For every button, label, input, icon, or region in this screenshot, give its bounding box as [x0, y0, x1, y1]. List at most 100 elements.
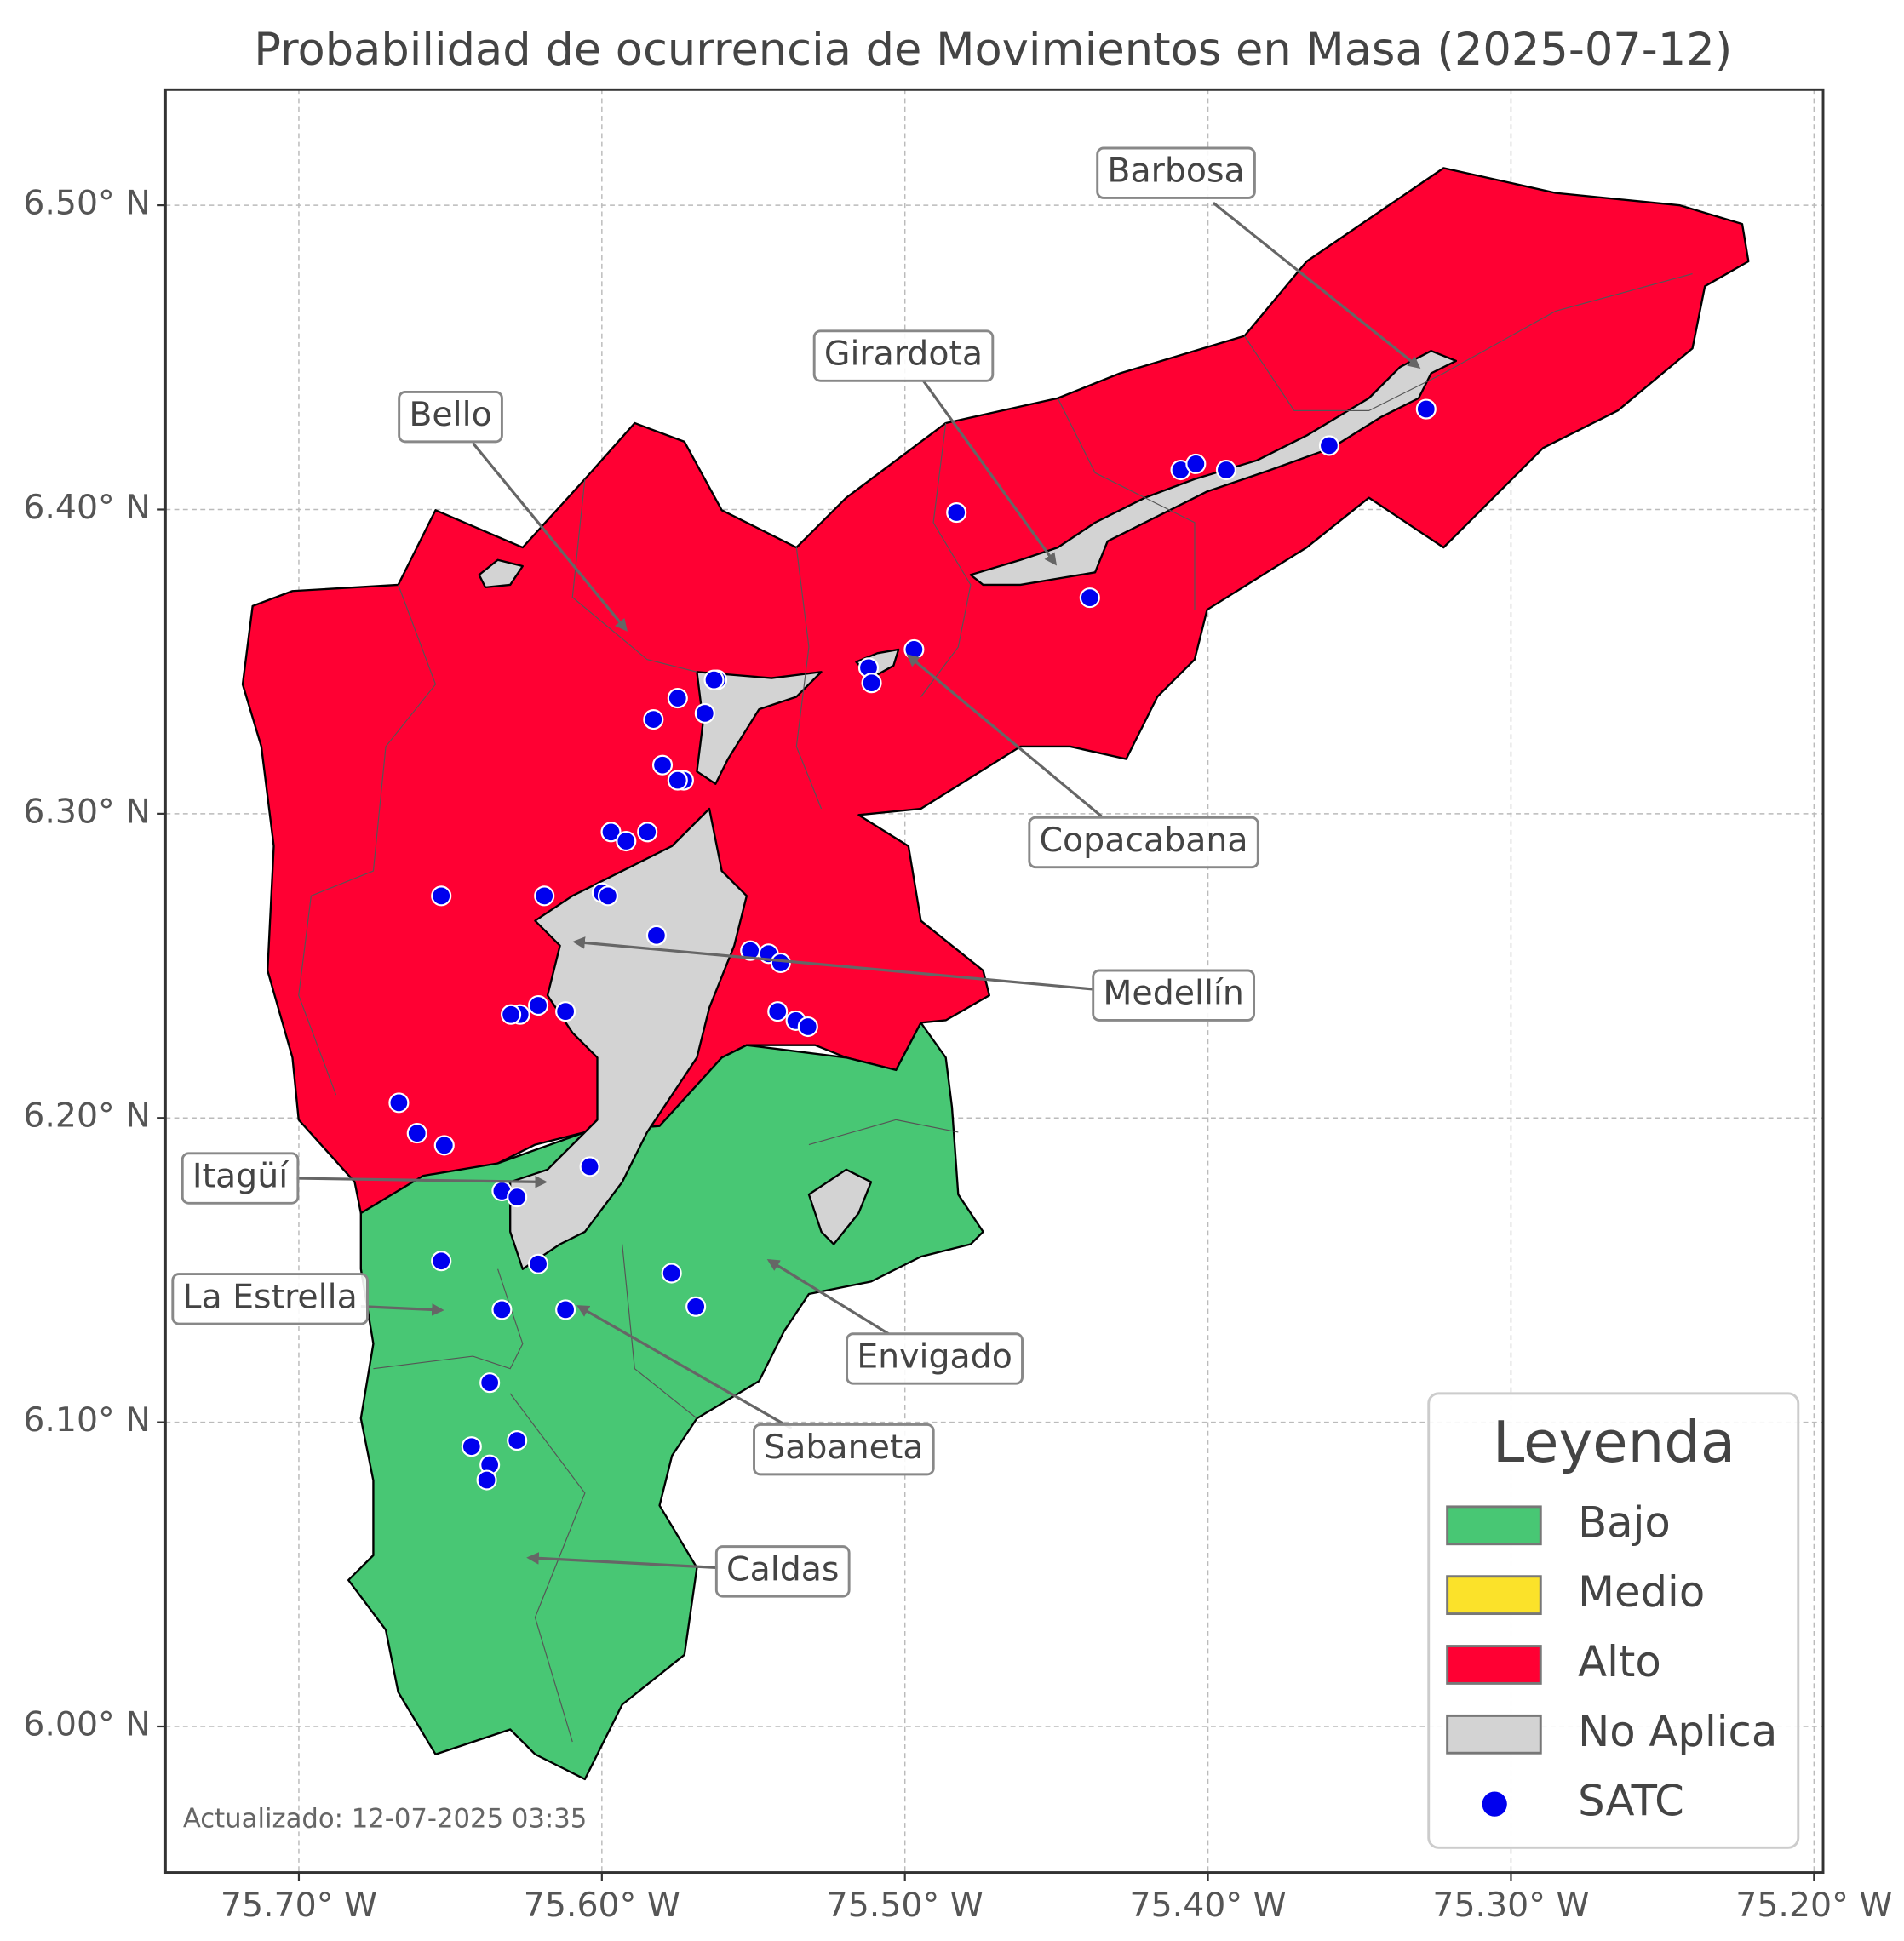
y-tick-label: 6.20° N — [23, 1096, 151, 1136]
satc-point — [479, 1372, 501, 1394]
zones — [241, 167, 1750, 1781]
satc-point — [661, 1263, 682, 1284]
legend-swatch — [1446, 1645, 1542, 1685]
zone-alto — [241, 167, 1750, 1215]
satc-point — [476, 1469, 497, 1491]
x-tick-label: 75.60° W — [524, 1886, 680, 1925]
boundary — [298, 584, 437, 1096]
annotation-arrow — [572, 936, 1093, 991]
annotation-box — [181, 1152, 300, 1205]
y-tick-label: 6.30° N — [23, 792, 151, 831]
boundary — [373, 1268, 524, 1370]
axes-frame — [163, 88, 1825, 1875]
updated-note: Actualizado: 12-07-2025 03:35 — [183, 1805, 587, 1835]
satc-point — [600, 822, 622, 843]
legend-marker — [1482, 1791, 1507, 1817]
annotation-label: Barbosa — [1107, 152, 1244, 191]
annotation-label: Caldas — [726, 1549, 839, 1589]
boundary — [808, 1119, 959, 1146]
boundary — [1057, 398, 1196, 610]
legend-label: SATC — [1578, 1777, 1684, 1826]
satc-point — [1215, 459, 1236, 481]
legend-swatch — [1446, 1505, 1542, 1546]
satc-point — [703, 669, 725, 690]
y-tick-label: 6.50° N — [23, 184, 151, 223]
annotation-box — [714, 1545, 851, 1598]
satc-point — [667, 688, 688, 709]
zone-no-aplica — [696, 671, 823, 785]
boundary — [622, 1244, 697, 1419]
satc-point — [1415, 398, 1437, 420]
annotation-box — [1096, 146, 1256, 199]
satc-point — [507, 1187, 528, 1208]
x-tick-label: 75.40° W — [1130, 1886, 1287, 1925]
satc-point — [461, 1436, 482, 1457]
annotation-box — [171, 1273, 369, 1325]
satc-point — [431, 885, 452, 907]
satc-point — [946, 502, 967, 524]
satc-point — [431, 1251, 452, 1272]
satc-point — [767, 1001, 789, 1022]
satc-point — [555, 1001, 576, 1022]
satc-point — [491, 1299, 513, 1320]
boundary — [571, 478, 697, 673]
boundary — [920, 422, 972, 697]
satc-point — [507, 1430, 528, 1451]
satc-point — [1185, 453, 1207, 474]
legend-label: Medio — [1578, 1567, 1705, 1617]
annotation-box — [1028, 816, 1259, 869]
zone-no-aplica — [807, 1168, 873, 1245]
satc-point — [597, 885, 619, 907]
annotation-label: Itagüí — [192, 1157, 289, 1196]
satc-point — [903, 638, 925, 660]
legend: Leyenda Bajo Medio Alto No Aplica SATC — [1427, 1392, 1800, 1849]
legend-title: Leyenda — [1493, 1409, 1735, 1475]
annotation-label: Medellín — [1103, 974, 1243, 1013]
annotations: Barbosa Girardota Bello Copacabana Medellín I… — [171, 146, 1421, 1598]
legend-swatch — [1446, 1714, 1542, 1755]
annotation-box — [398, 390, 503, 444]
annotation-arrow — [295, 1175, 548, 1188]
annotation-arrow — [766, 1258, 890, 1336]
legend-label: No Aplica — [1578, 1707, 1777, 1756]
x-tick-label: 75.50° W — [827, 1886, 984, 1925]
map-title: Probabilidad de ocurrencia de Movimiento… — [254, 24, 1732, 76]
annotation-box — [753, 1423, 935, 1476]
zone-no-aplica — [509, 807, 748, 1270]
legend-label: Bajo — [1578, 1497, 1671, 1547]
x-tick-label: 75.30° W — [1432, 1886, 1589, 1925]
annotation-label: Copacabana — [1040, 821, 1248, 860]
annotation-arrow — [576, 1305, 793, 1430]
annotation-box — [812, 329, 995, 382]
annotation-label: Girardota — [824, 335, 983, 374]
satc-point — [528, 994, 549, 1016]
boundary — [795, 547, 823, 810]
annotation-arrow — [906, 654, 1103, 818]
satc-point — [667, 770, 688, 791]
legend-swatch — [1446, 1575, 1542, 1616]
satc-point — [797, 1016, 818, 1038]
y-tick-label: 6.40° N — [23, 488, 151, 527]
y-tick-label: 6.10° N — [23, 1400, 151, 1440]
satc-point — [770, 952, 791, 974]
annotation-box — [1092, 969, 1256, 1022]
satc-point — [616, 830, 637, 852]
x-tick-label: 75.70° W — [221, 1886, 377, 1925]
annotation-arrow — [1212, 202, 1421, 369]
boundary — [1243, 273, 1693, 411]
annotation-label: Envigado — [857, 1337, 1012, 1376]
satc-point — [1079, 587, 1100, 609]
satc-point — [534, 885, 555, 907]
satc-point — [637, 822, 658, 843]
satc-point — [579, 1156, 600, 1177]
satc-point — [645, 925, 667, 946]
satc-point — [406, 1123, 427, 1144]
satc-point — [501, 1004, 522, 1025]
annotation-arrow — [472, 442, 628, 632]
satc-point — [685, 1296, 707, 1317]
annotation-label: La Estrella — [182, 1277, 357, 1316]
zone-no-aplica — [478, 558, 524, 589]
annotation-arrow — [360, 1303, 444, 1316]
